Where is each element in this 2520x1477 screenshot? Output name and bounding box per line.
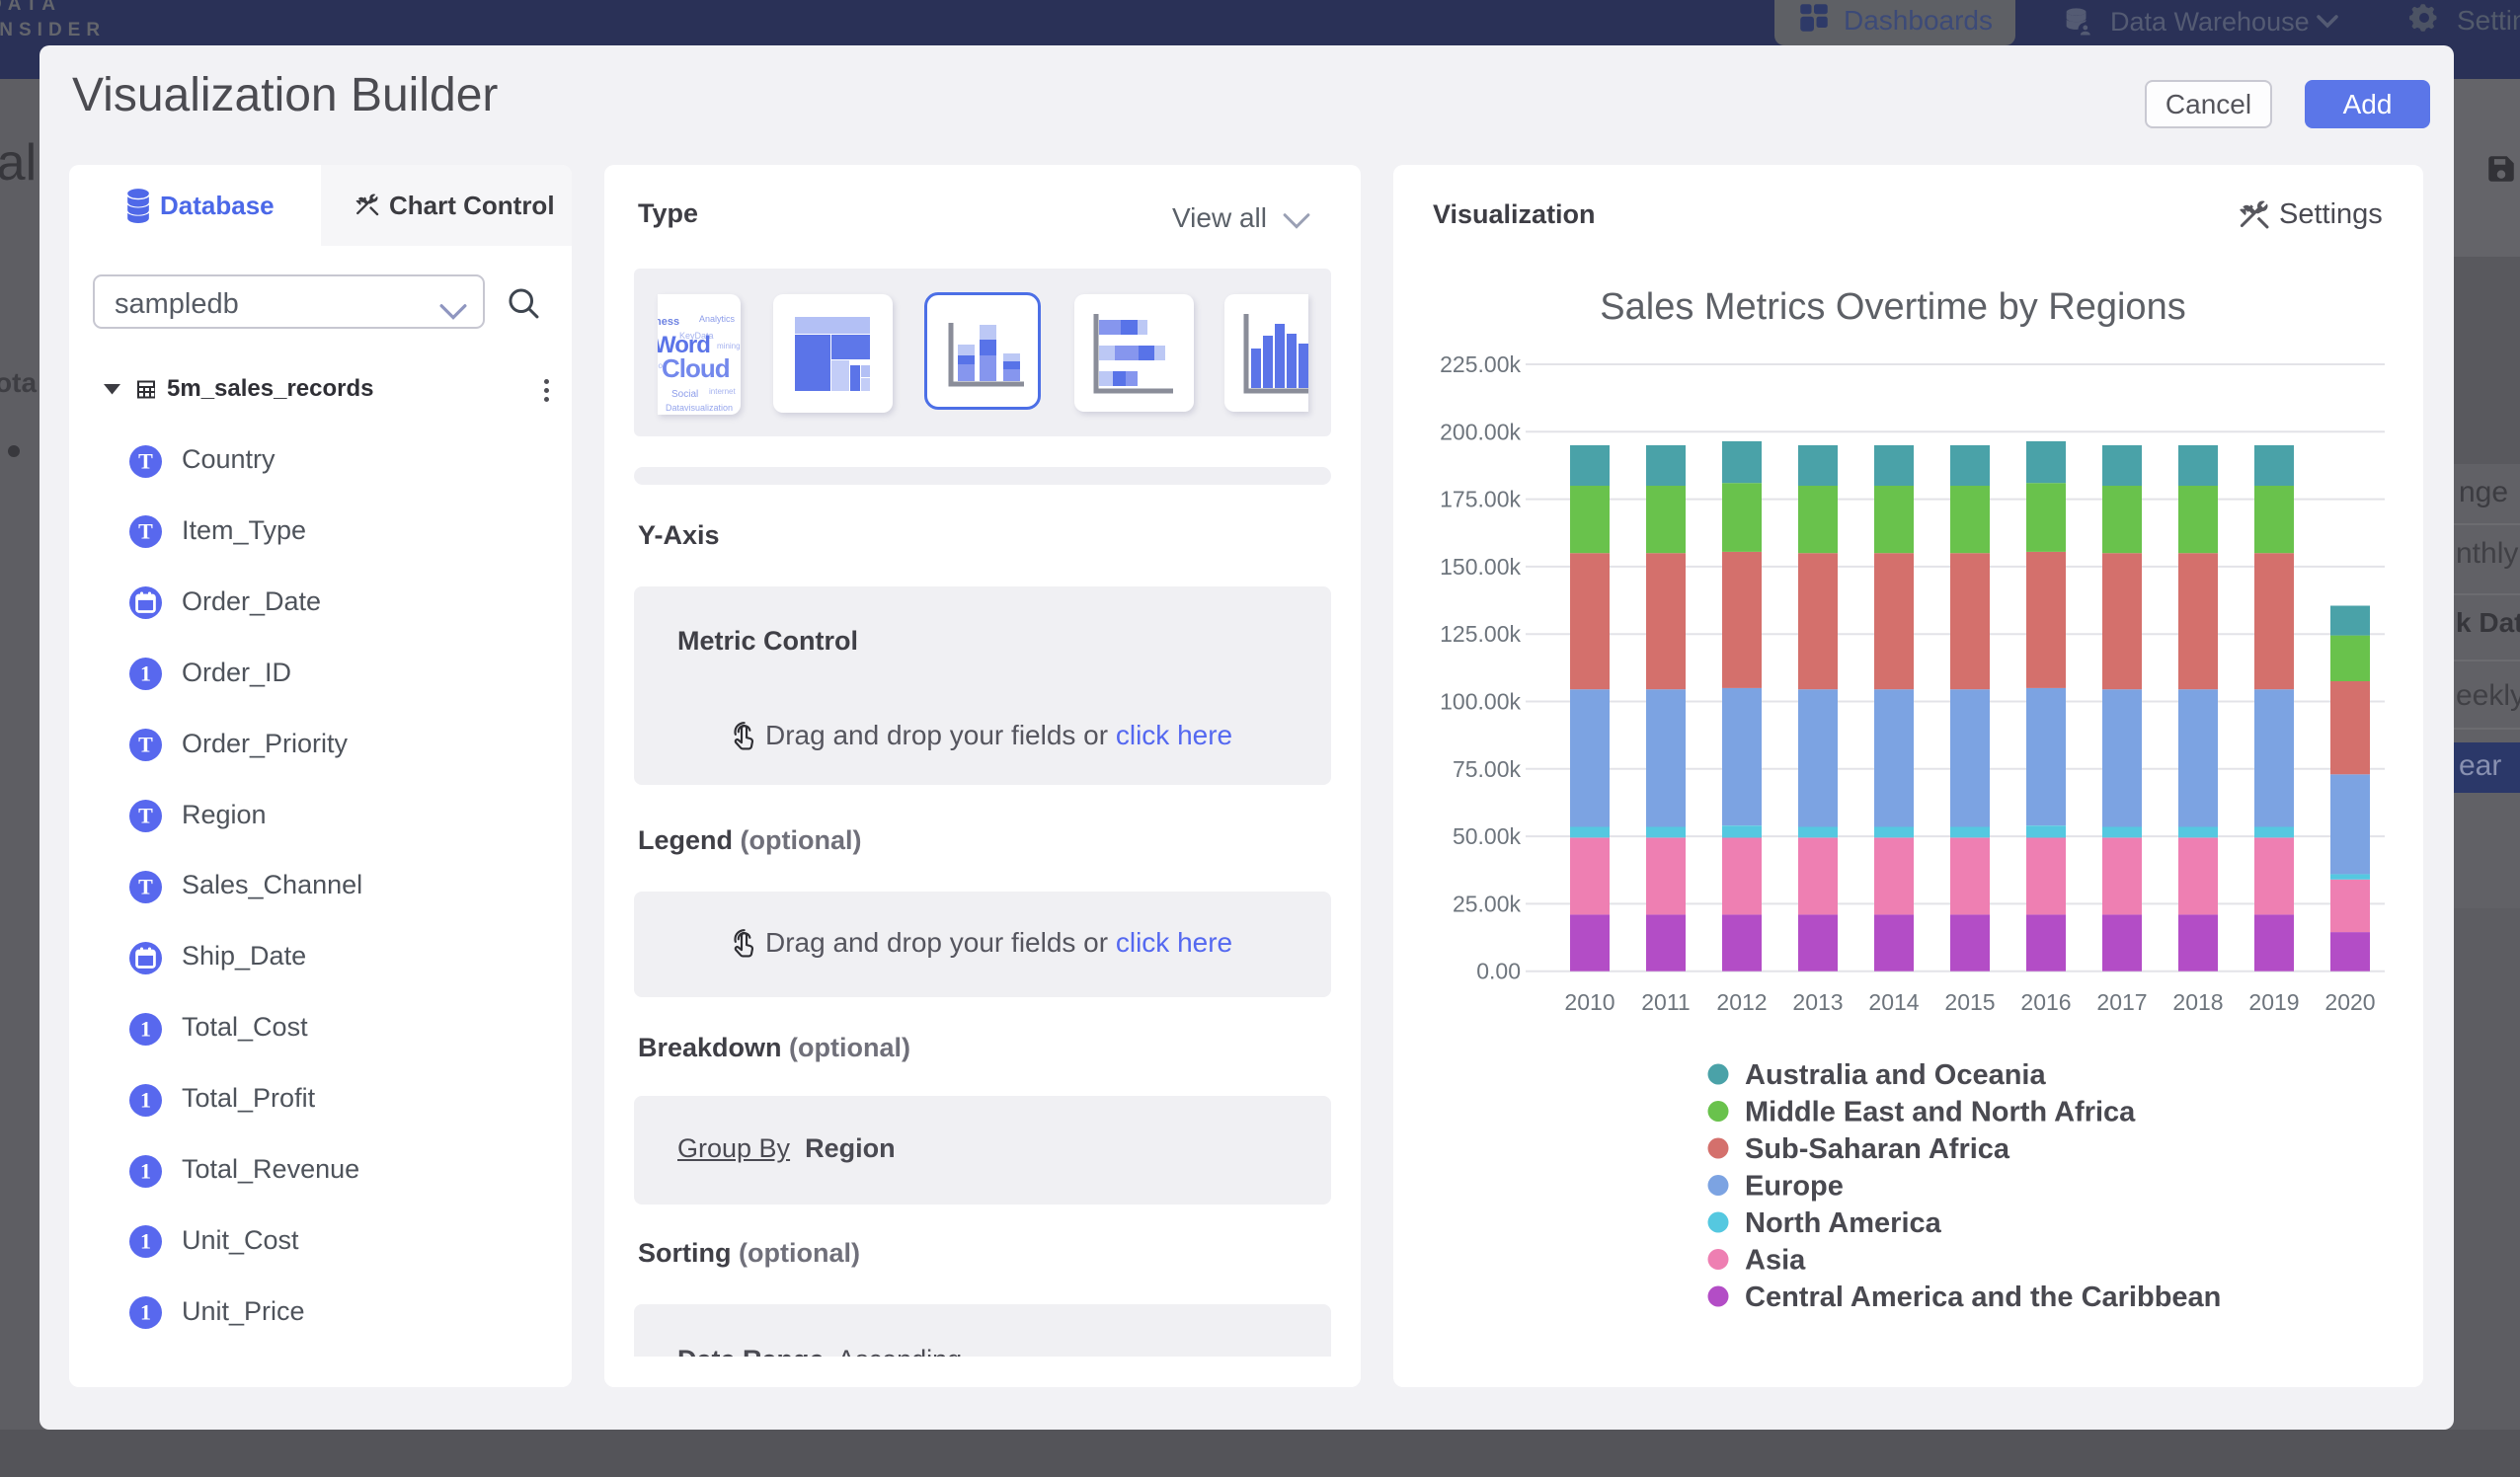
svg-text:T: T: [138, 519, 153, 544]
svg-text:Middle East and North Africa: Middle East and North Africa: [1745, 1097, 2136, 1128]
svg-text:T: T: [138, 732, 153, 756]
svg-text:2018: 2018: [2172, 989, 2223, 1015]
svg-text:Europe: Europe: [1745, 1171, 1844, 1203]
svg-text:2017: 2017: [2096, 989, 2147, 1015]
svg-text:North America: North America: [1745, 1207, 1942, 1239]
svg-text:Sub-Saharan Africa: Sub-Saharan Africa: [1745, 1133, 2010, 1165]
svg-text:Central America and the Caribb: Central America and the Caribbean: [1745, 1282, 2221, 1313]
svg-text:1: 1: [140, 1087, 151, 1112]
svg-text:1: 1: [140, 1158, 151, 1183]
svg-text:1: 1: [140, 1229, 151, 1254]
svg-text:150.00k: 150.00k: [1440, 554, 1521, 580]
svg-text:225.00k: 225.00k: [1440, 351, 1521, 377]
svg-text:50.00k: 50.00k: [1453, 823, 1522, 849]
svg-text:125.00k: 125.00k: [1440, 621, 1521, 647]
svg-text:2012: 2012: [1716, 989, 1767, 1015]
svg-text:Sales Metrics Overtime by Regi: Sales Metrics Overtime by Regions: [1600, 286, 2185, 328]
svg-text:T: T: [138, 448, 153, 473]
svg-text:2019: 2019: [2248, 989, 2299, 1015]
svg-text:200.00k: 200.00k: [1440, 419, 1521, 444]
svg-text:T: T: [138, 803, 153, 827]
svg-text:0.00: 0.00: [1476, 959, 1521, 984]
svg-text:2014: 2014: [1868, 989, 1919, 1015]
svg-text:175.00k: 175.00k: [1440, 487, 1521, 512]
svg-text:1: 1: [140, 1016, 151, 1041]
svg-text:100.00k: 100.00k: [1440, 689, 1521, 715]
svg-text:2015: 2015: [1944, 989, 1995, 1015]
svg-text:2013: 2013: [1792, 989, 1843, 1015]
svg-text:2016: 2016: [2020, 989, 2071, 1015]
svg-text:T: T: [138, 874, 153, 898]
svg-text:2011: 2011: [1641, 989, 1690, 1015]
svg-text:75.00k: 75.00k: [1453, 756, 1522, 782]
svg-text:Asia: Asia: [1745, 1245, 1806, 1277]
svg-text:2010: 2010: [1564, 989, 1614, 1015]
svg-text:25.00k: 25.00k: [1453, 891, 1522, 916]
svg-text:1: 1: [140, 1300, 151, 1325]
svg-text:1: 1: [140, 661, 151, 686]
svg-text:2020: 2020: [2324, 989, 2375, 1015]
svg-text:Australia and Oceania: Australia and Oceania: [1745, 1059, 2046, 1091]
